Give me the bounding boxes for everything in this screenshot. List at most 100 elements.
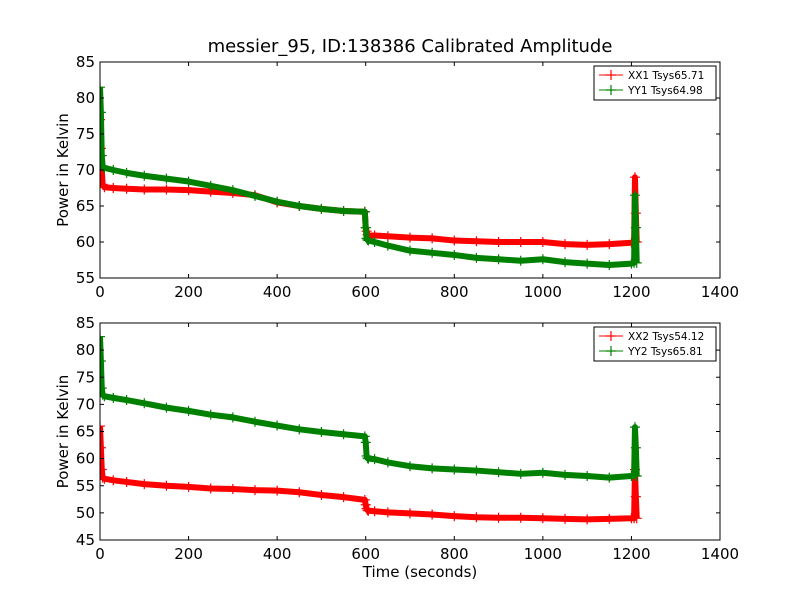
- y-tick-label: 80: [76, 89, 95, 107]
- series-xx1-point: [604, 239, 615, 250]
- series-xx2-point: [630, 491, 641, 502]
- series-yy1-point: [382, 240, 393, 251]
- series-xx2-point: [338, 492, 349, 503]
- series-yy1-point: [338, 206, 349, 217]
- legend: XX2 Tsys54.12 YY2 Tsys65.81: [593, 326, 717, 362]
- series-yy2-point: [100, 355, 106, 366]
- series-xx1-point: [100, 182, 110, 193]
- legend: XX1 Tsys65.71 YY1 Tsys64.98: [593, 65, 717, 101]
- series-yy1-point: [359, 206, 370, 217]
- y-tick-label: 65: [76, 197, 95, 215]
- x-tick-label: 1400: [701, 545, 739, 563]
- series-yy2-point: [361, 450, 372, 461]
- series-xx1-point: [449, 235, 460, 246]
- series-yy2-point: [493, 467, 504, 478]
- series-yy1-point: [582, 258, 593, 269]
- series-xx1-point: [121, 183, 132, 194]
- series-yy2-point: [272, 420, 283, 431]
- x-tick-label: 1200: [612, 545, 650, 563]
- series-xx1-point: [183, 185, 194, 196]
- series-yy1-point: [316, 203, 327, 214]
- series-yy2-point: [560, 469, 570, 480]
- series-yy1-point: [100, 107, 106, 118]
- legend-entry: YY2 Tsys65.81: [627, 346, 703, 358]
- series-yy2-point: [338, 429, 349, 440]
- series-yy2-point: [449, 464, 460, 475]
- series-xx1-point: [560, 239, 570, 250]
- series-yy1-point: [560, 257, 570, 268]
- series-xx2-point: [449, 511, 460, 522]
- y-tick-label: 85: [76, 314, 95, 332]
- series-yy2-point: [316, 427, 327, 438]
- series-xx2-point: [100, 473, 110, 484]
- series-yy1-point: [537, 254, 548, 265]
- legend-marker: [606, 331, 616, 341]
- series-xx2-point: [161, 480, 172, 491]
- y-tick-label: 55: [76, 477, 95, 495]
- y-tick-label: 60: [76, 233, 95, 251]
- x-tick-label: 1000: [524, 283, 562, 301]
- series-yy1-point: [631, 257, 642, 268]
- series-yy2-point: [604, 472, 615, 483]
- series-yy1-point: [183, 176, 194, 187]
- series-xx2-point: [361, 503, 372, 514]
- y-tick-label: 70: [76, 395, 95, 413]
- x-tick-label: 600: [351, 545, 380, 563]
- series-yy2-point: [382, 457, 393, 468]
- x-tick-label: 400: [263, 283, 292, 301]
- series-yy2-point: [360, 437, 371, 448]
- y-tick-label: 85: [76, 53, 95, 71]
- series-yy2-point: [100, 331, 105, 342]
- x-tick-label: 200: [174, 545, 203, 563]
- y-tick-label: 55: [76, 269, 95, 287]
- legend-marker: [606, 85, 616, 95]
- series-yy1-point: [121, 167, 132, 178]
- series-yy1-point: [250, 190, 260, 201]
- series-yy1-point: [363, 235, 374, 246]
- series-yy2-point: [108, 392, 119, 403]
- series-xx1-point: [108, 183, 119, 193]
- series-yy2-point: [427, 463, 438, 474]
- series-yy2-point: [405, 461, 415, 472]
- series-xx2-point: [294, 487, 305, 498]
- y-axis-label: Power in Kelvin: [54, 375, 72, 489]
- x-tick-label: 800: [440, 283, 469, 301]
- series-yy1-point: [493, 254, 504, 265]
- series-xx2-point: [537, 513, 548, 524]
- series-xx1-point: [161, 184, 172, 195]
- x-tick-label: 400: [263, 545, 292, 563]
- y-tick-label: 60: [76, 450, 95, 468]
- y-tick-label: 75: [76, 368, 95, 386]
- series-xx1-point: [471, 236, 482, 247]
- series-yy2-point: [250, 416, 260, 427]
- legend-marker: [606, 70, 616, 80]
- series-yy1-point: [100, 162, 110, 173]
- x-tick-label: 800: [440, 545, 469, 563]
- series-xx2-point: [405, 508, 415, 519]
- x-tick-label: 0: [95, 283, 105, 301]
- series-yy2-point: [205, 409, 216, 420]
- series-yy1-point: [626, 258, 637, 269]
- series-xx2-point: [359, 494, 370, 505]
- series-xx1-point: [405, 232, 415, 243]
- x-tick-label: 1000: [524, 545, 562, 563]
- series-yy2-point: [100, 383, 107, 394]
- x-axis-label: Time (seconds): [362, 563, 478, 581]
- series-yy1-point: [108, 165, 119, 175]
- series-yy1-point: [427, 247, 438, 258]
- series-yy2-point: [161, 402, 172, 413]
- x-tick-label: 1200: [612, 283, 650, 301]
- series-yy2-point: [537, 467, 548, 478]
- series-xx2-point: [631, 513, 642, 524]
- y-tick-label: 45: [76, 531, 95, 549]
- series-yy1-point: [227, 185, 238, 196]
- series-xx2-point: [369, 506, 380, 517]
- series-xx2-point: [139, 479, 150, 490]
- series-xx2-point: [100, 421, 105, 432]
- series-xx1-point: [382, 231, 393, 242]
- series-yy2-point: [631, 470, 642, 481]
- y-tick-label: 65: [76, 423, 95, 441]
- series-xx2-point: [316, 489, 327, 500]
- y-tick-label: 75: [76, 125, 95, 143]
